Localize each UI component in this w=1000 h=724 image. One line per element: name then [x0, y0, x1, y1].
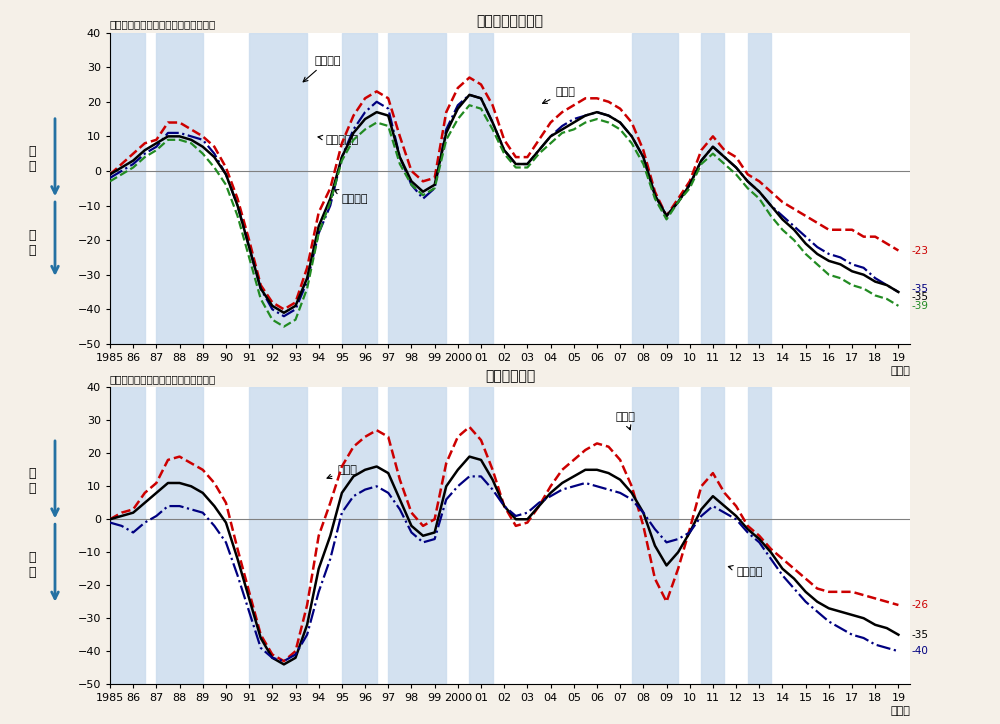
- Bar: [342, 387, 377, 684]
- Text: -39: -39: [911, 301, 928, 311]
- Bar: [249, 387, 307, 684]
- X-axis label: （年）: （年）: [890, 366, 910, 376]
- Bar: [469, 33, 493, 344]
- Bar: [748, 387, 771, 684]
- Text: 不
足: 不 足: [28, 229, 36, 256]
- Bar: [156, 33, 203, 344]
- Bar: [632, 33, 678, 344]
- Text: -26: -26: [911, 600, 928, 610]
- Text: 不
足: 不 足: [28, 551, 36, 578]
- X-axis label: （年）: （年）: [890, 706, 910, 716]
- Text: （「過剰」－「不足」、％ポイント）: （「過剰」－「不足」、％ポイント）: [110, 20, 216, 30]
- Text: 中小企業: 中小企業: [334, 190, 368, 204]
- Text: -35: -35: [911, 630, 928, 640]
- Text: -40: -40: [911, 647, 928, 656]
- Bar: [110, 33, 145, 344]
- Text: 大企業: 大企業: [543, 87, 575, 104]
- Bar: [388, 387, 446, 684]
- Bar: [156, 387, 203, 684]
- Bar: [748, 33, 771, 344]
- Bar: [701, 33, 724, 344]
- Bar: [110, 387, 145, 684]
- Bar: [388, 33, 446, 344]
- Bar: [632, 387, 678, 684]
- Text: 過
剰: 過 剰: [28, 468, 36, 495]
- Title: （１）企業規模別: （１）企業規模別: [477, 14, 544, 29]
- Text: 全産業: 全産業: [327, 465, 357, 479]
- Text: 中堅企業: 中堅企業: [303, 56, 341, 82]
- Bar: [342, 33, 377, 344]
- Text: 企業規模計: 企業規模計: [318, 135, 359, 146]
- Title: （２）産業別: （２）産業別: [485, 369, 535, 384]
- Text: 過
剰: 過 剰: [28, 146, 36, 173]
- Text: 製造業: 製造業: [616, 413, 635, 430]
- Text: 非製造業: 非製造業: [728, 565, 763, 577]
- Text: -23: -23: [911, 245, 928, 256]
- Bar: [701, 387, 724, 684]
- Text: （「過剰」－「不足」、％ポイント）: （「過剰」－「不足」、％ポイント）: [110, 374, 216, 384]
- Bar: [249, 33, 307, 344]
- Text: -35: -35: [911, 284, 928, 293]
- Bar: [469, 387, 493, 684]
- Text: -35: -35: [911, 292, 928, 302]
